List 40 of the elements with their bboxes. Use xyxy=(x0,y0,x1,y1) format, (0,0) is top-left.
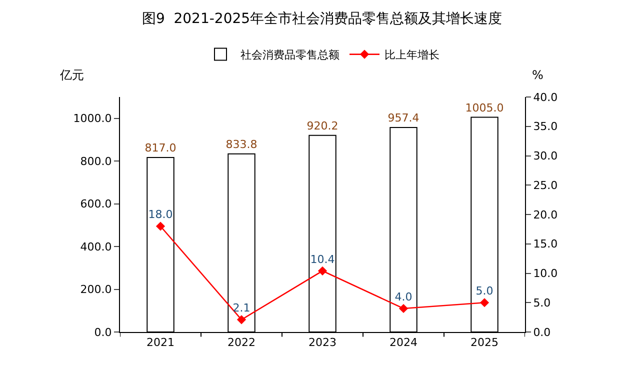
x-tick-label: 2021 xyxy=(146,336,174,350)
x-tick-label: 2023 xyxy=(308,336,336,350)
data-label: 920.2 xyxy=(306,119,338,132)
y2-axis-title: % xyxy=(532,68,544,82)
data-label: 10.4 xyxy=(310,252,335,266)
point xyxy=(480,298,490,308)
y-tick-label: 400.0 xyxy=(80,240,112,254)
data-label: 18.0 xyxy=(148,208,173,222)
data-label: 957.4 xyxy=(388,111,420,124)
point xyxy=(236,315,246,324)
x-tick-label: 2025 xyxy=(470,336,498,350)
data-label: 2.1 xyxy=(232,302,250,315)
point xyxy=(318,266,328,276)
y2-tick-label: 35.0 xyxy=(533,120,558,134)
y-tick-label: 800.0 xyxy=(80,154,112,168)
data-label: 1005.0 xyxy=(465,101,504,114)
data-label: 817.0 xyxy=(144,141,176,154)
x-tick-label: 2022 xyxy=(228,336,256,350)
data-label: 833.8 xyxy=(226,138,258,151)
legend-label: 比上年增长 xyxy=(384,48,440,62)
y-axis-title: 亿元 xyxy=(59,68,84,82)
y2-tick-label: 20.0 xyxy=(533,208,558,222)
chart-title: 图9 2021-2025年全市社会消费品零售总额及其增长速度 xyxy=(142,10,502,27)
legend-label: 社会消费品零售总额 xyxy=(240,48,340,62)
point xyxy=(398,304,408,314)
x-tick-label: 2024 xyxy=(390,336,418,350)
y2-tick-label: 5.0 xyxy=(533,296,551,310)
y-tick-label: 600.0 xyxy=(80,198,112,211)
y2-tick-label: 0.0 xyxy=(533,326,551,339)
data-label: 4.0 xyxy=(394,290,412,304)
y-tick-label: 1000.0 xyxy=(73,112,112,126)
y2-tick-label: 15.0 xyxy=(533,238,558,251)
point xyxy=(156,222,166,231)
y-tick-label: 200.0 xyxy=(80,283,112,296)
y2-tick-label: 10.0 xyxy=(533,267,558,280)
y-tick-label: 0.0 xyxy=(94,326,112,339)
data-label: 5.0 xyxy=(476,284,494,298)
y2-tick-label: 25.0 xyxy=(533,178,558,192)
y2-tick-label: 30.0 xyxy=(533,150,558,163)
y2-tick-label: 40.0 xyxy=(533,90,558,104)
